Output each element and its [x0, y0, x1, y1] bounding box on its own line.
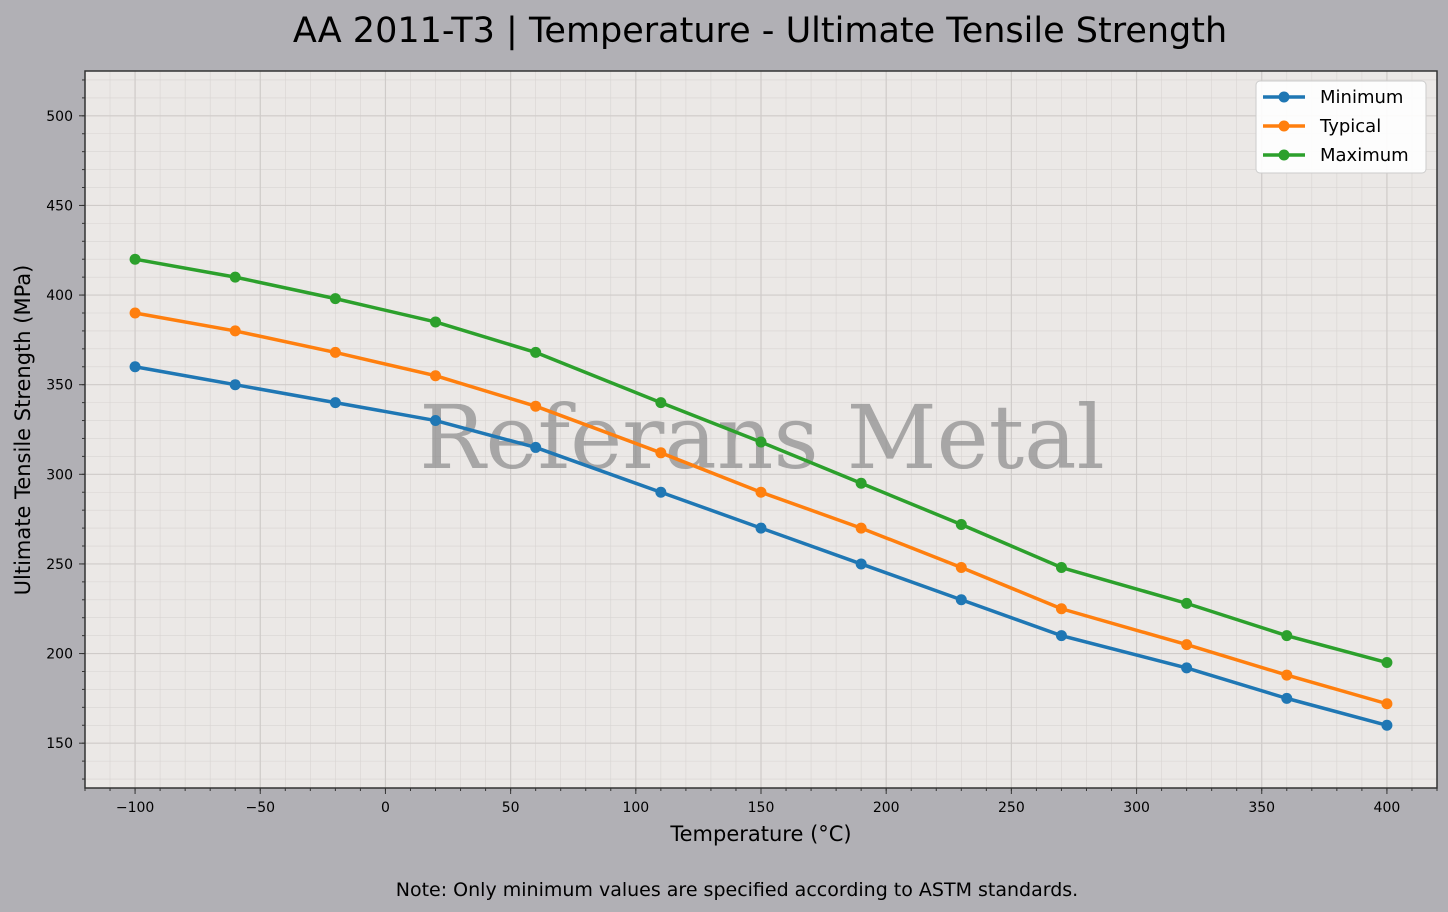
data-point-typical	[530, 400, 542, 412]
data-point-maximum	[855, 477, 867, 489]
data-point-maximum	[530, 346, 542, 358]
chart-title: AA 2011-T3 | Temperature - Ultimate Tens…	[293, 11, 1227, 51]
data-point-maximum	[655, 397, 667, 409]
data-point-maximum	[955, 519, 967, 531]
legend-marker-maximum	[1278, 149, 1290, 161]
data-point-typical	[855, 522, 867, 534]
data-point-typical	[1381, 698, 1393, 710]
data-point-minimum	[430, 415, 442, 427]
x-tick-label: 0	[381, 800, 390, 816]
x-tick-label: 300	[1123, 800, 1150, 816]
y-tick-label: 250	[46, 557, 73, 573]
data-point-typical	[655, 447, 667, 459]
y-tick-label: 500	[46, 109, 73, 125]
data-point-maximum	[1381, 657, 1393, 669]
data-point-typical	[129, 307, 141, 319]
data-point-typical	[1181, 639, 1193, 651]
data-point-minimum	[755, 522, 767, 534]
data-point-typical	[430, 370, 442, 382]
y-tick-label: 300	[46, 467, 73, 483]
legend-label-maximum: Maximum	[1320, 145, 1409, 166]
data-point-maximum	[755, 436, 767, 448]
data-point-minimum	[229, 379, 241, 391]
data-point-minimum	[329, 397, 341, 409]
y-axis-label: Ultimate Tensile Strength (MPa)	[11, 265, 35, 596]
x-tick-label: −100	[116, 800, 154, 816]
data-point-minimum	[1281, 692, 1293, 704]
legend-box	[1255, 80, 1427, 174]
data-point-maximum	[1281, 630, 1293, 642]
x-tick-label: −50	[245, 800, 275, 816]
legend-label-minimum: Minimum	[1320, 87, 1403, 108]
y-tick-label: 200	[46, 647, 73, 663]
data-point-maximum	[229, 271, 241, 283]
series-group	[129, 253, 1393, 731]
y-tick-label: 400	[46, 288, 73, 304]
x-tick-label: 50	[502, 800, 520, 816]
legend: Minimum Typical Maximum	[1255, 80, 1427, 174]
y-tick-label: 450	[46, 198, 73, 214]
data-point-minimum	[1381, 719, 1393, 731]
data-point-minimum	[655, 486, 667, 498]
plot-frame	[84, 70, 1438, 789]
y-tick-label: 350	[46, 378, 73, 394]
data-point-minimum	[855, 558, 867, 570]
x-tick-label: 350	[1248, 800, 1275, 816]
data-point-maximum	[1181, 597, 1193, 609]
x-tick-label: 150	[748, 800, 775, 816]
x-tick-label: 250	[998, 800, 1025, 816]
data-point-typical	[329, 346, 341, 358]
legend-label-typical: Typical	[1319, 116, 1381, 137]
x-axis-label: Temperature (°C)	[669, 822, 851, 846]
x-tick-label: 100	[622, 800, 649, 816]
data-point-minimum	[129, 361, 141, 373]
data-point-maximum	[430, 316, 442, 328]
x-tick-label: 200	[873, 800, 900, 816]
data-point-typical	[955, 562, 967, 574]
data-point-typical	[755, 486, 767, 498]
data-point-maximum	[129, 253, 141, 265]
legend-marker-typical	[1278, 120, 1290, 132]
y-tick-label: 150	[46, 736, 73, 752]
data-point-minimum	[530, 441, 542, 453]
data-point-minimum	[955, 594, 967, 606]
data-point-typical	[229, 325, 241, 337]
data-point-maximum	[329, 293, 341, 305]
x-tick-label: 400	[1374, 800, 1401, 816]
footnote: Note: Only minimum values are specified …	[396, 879, 1078, 901]
data-point-typical	[1055, 603, 1067, 615]
data-point-minimum	[1055, 630, 1067, 642]
data-point-maximum	[1055, 562, 1067, 574]
data-point-typical	[1281, 669, 1293, 681]
data-point-minimum	[1181, 662, 1193, 674]
legend-marker-minimum	[1278, 91, 1290, 103]
